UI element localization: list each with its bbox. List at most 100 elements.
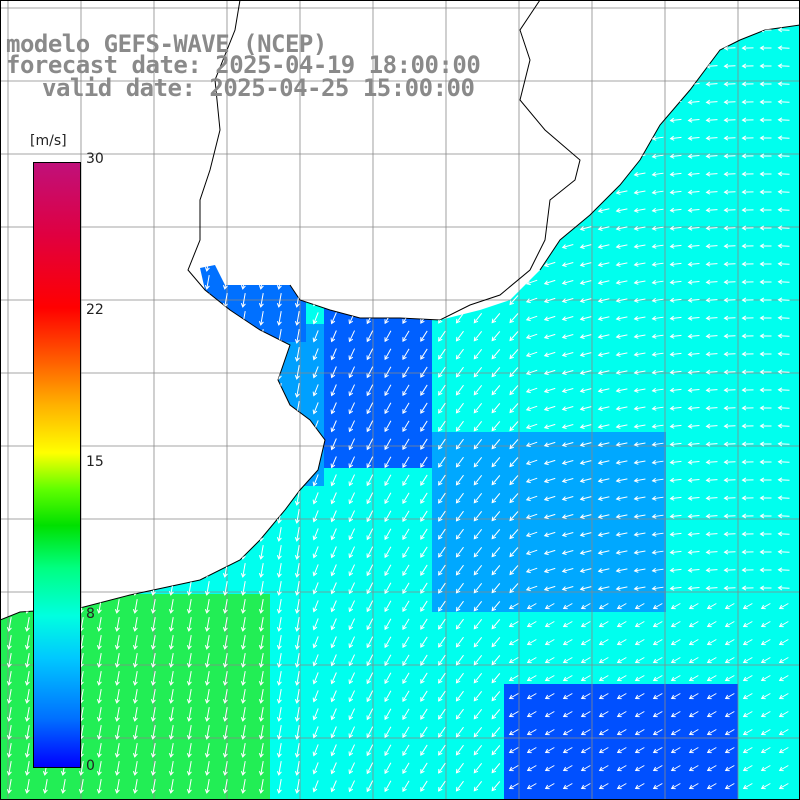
wind-cell — [702, 144, 720, 162]
wind-arrow — [186, 401, 192, 416]
wind-arrow — [96, 383, 102, 398]
wind-cell — [792, 540, 800, 558]
wind-cell — [198, 360, 216, 378]
wind-arrow — [561, 586, 574, 592]
wind-arrow — [687, 261, 700, 267]
wind-cell — [234, 180, 252, 198]
wind-cell — [432, 630, 450, 648]
wind-cell — [162, 180, 180, 198]
wind-arrow — [132, 383, 138, 398]
wind-cell — [18, 612, 36, 630]
wind-cell — [432, 576, 450, 594]
wind-arrow — [597, 280, 610, 285]
wind-arrow — [544, 747, 555, 754]
wind-cell — [108, 576, 126, 594]
wind-cell — [108, 234, 126, 252]
wind-arrow — [651, 495, 664, 501]
wind-cell — [630, 504, 648, 522]
wind-cell — [756, 756, 774, 774]
wind-arrow — [312, 618, 319, 631]
wind-cell — [648, 468, 666, 486]
wind-cell — [666, 684, 684, 702]
wind-arrow — [294, 275, 300, 290]
wind-cell — [108, 396, 126, 414]
wind-cell — [342, 468, 360, 486]
wind-cell — [180, 198, 198, 216]
wind-arrow — [24, 311, 30, 326]
wind-cell — [540, 702, 558, 720]
wind-arrow — [384, 420, 392, 433]
wind-cell — [342, 594, 360, 612]
wind-cell — [342, 378, 360, 396]
wind-cell — [666, 306, 684, 324]
wind-arrow — [132, 599, 138, 614]
wind-cell — [576, 576, 594, 594]
wind-cell — [216, 342, 234, 360]
wind-cell — [468, 684, 486, 702]
wind-cell — [468, 612, 486, 630]
wind-arrow — [759, 99, 772, 105]
wind-cell — [468, 144, 486, 162]
wind-cell — [630, 198, 648, 216]
wind-arrow — [633, 297, 646, 303]
wind-cell — [792, 666, 800, 684]
wind-arrow — [723, 441, 736, 447]
wind-arrow — [741, 45, 754, 51]
wind-cell — [216, 414, 234, 432]
wind-cell — [216, 630, 234, 648]
wind-arrow — [438, 636, 446, 648]
wind-arrow — [24, 581, 30, 596]
wind-arrow — [705, 135, 718, 141]
wind-cell — [360, 486, 378, 504]
wind-arrow — [150, 545, 156, 560]
wind-cell — [522, 792, 540, 800]
wind-cell — [468, 342, 486, 360]
wind-arrow — [132, 221, 138, 236]
wind-cell — [504, 792, 522, 800]
wind-arrow — [276, 383, 282, 398]
wind-cell — [432, 666, 450, 684]
wind-arrow — [348, 384, 356, 397]
wind-arrow — [473, 780, 483, 792]
wind-arrow — [330, 636, 337, 649]
wind-arrow — [543, 351, 556, 358]
wind-cell — [216, 792, 234, 800]
wind-arrow — [186, 743, 192, 758]
wind-arrow — [150, 491, 156, 506]
wind-cell — [468, 666, 486, 684]
wind-arrow — [705, 459, 718, 465]
wind-arrow — [312, 690, 319, 703]
wind-arrow — [204, 743, 210, 758]
wind-cell — [432, 270, 450, 288]
wind-cell — [180, 720, 198, 738]
wind-arrow — [438, 258, 446, 270]
wind-cell — [684, 144, 702, 162]
wind-arrow — [312, 276, 319, 289]
wind-arrow — [526, 783, 537, 790]
wind-arrow — [24, 563, 30, 578]
wind-cell — [504, 666, 522, 684]
wind-cell — [666, 360, 684, 378]
wind-cell — [180, 450, 198, 468]
wind-cell — [648, 450, 666, 468]
wind-arrow — [150, 473, 156, 488]
wind-cell — [450, 108, 468, 126]
wind-cell — [144, 738, 162, 756]
wind-cell — [738, 36, 756, 54]
wind-arrow — [561, 316, 574, 322]
wind-arrow — [455, 402, 464, 414]
wind-cell — [288, 558, 306, 576]
wind-cell — [324, 738, 342, 756]
wind-arrow — [669, 495, 682, 501]
wind-cell — [252, 450, 270, 468]
wind-arrow — [42, 779, 48, 794]
wind-cell — [738, 432, 756, 450]
wind-arrow — [222, 671, 228, 686]
wind-arrow — [741, 153, 754, 159]
wind-cell — [648, 0, 666, 18]
wind-arrow — [651, 261, 664, 267]
wind-arrow — [402, 456, 410, 468]
wind-arrow — [330, 744, 337, 757]
wind-arrow — [150, 743, 156, 758]
wind-cell — [0, 468, 18, 486]
